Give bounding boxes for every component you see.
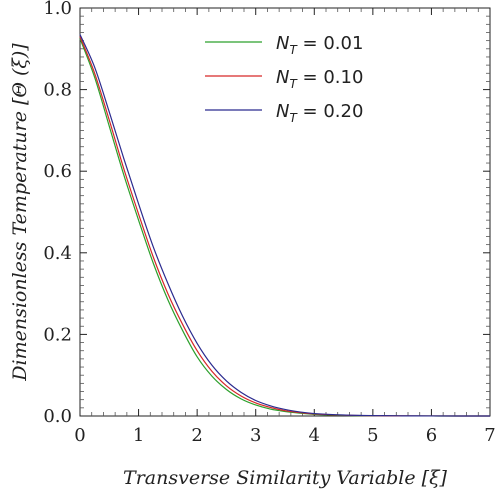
series-line-2 [79,36,491,417]
legend-var: N [276,67,289,88]
y-tick-label: 0.4 [43,243,72,264]
legend-subscript: T [289,77,298,91]
y-tick-label: 0.8 [43,80,72,101]
legend-value: = 0.10 [297,67,364,88]
x-tick-label: 7 [484,425,495,446]
legend-label-1: NT = 0.01 [276,33,363,57]
legend-value: = 0.01 [297,33,364,54]
x-axis-title: Transverse Similarity Variable [ξ] [123,467,448,489]
x-tick-label: 3 [250,425,261,446]
legend-subscript: T [289,111,298,125]
x-tick-label: 2 [191,425,202,446]
y-tick-label: 0.2 [43,324,72,345]
y-tick-label: 0.6 [43,161,72,182]
legend-label-3: NT = 0.20 [276,101,363,125]
y-axis-title: Dimensionless Temperature [Θ (ξ)] [9,43,31,382]
x-tick-label: 0 [74,425,85,446]
legend-label-2: NT = 0.10 [276,67,363,91]
series-line-3 [79,34,491,417]
x-tick-label: 6 [426,425,437,446]
x-tick-label: 5 [367,425,378,446]
x-tick-label: 4 [309,425,320,446]
series-line-1 [79,38,491,417]
legend-subscript: T [289,43,298,57]
y-tick-label: 0.0 [43,406,72,427]
legend-value: = 0.20 [297,101,364,122]
x-tick-label: 1 [133,425,144,446]
axis-ticks: 0 1 2 3 4 5 6 7 0.0 0.2 0.4 0.6 0.8 1.0 [43,0,495,446]
legend-var: N [276,101,289,122]
legend-var: N [276,33,289,54]
series-lines [79,34,491,417]
y-tick-label: 1.0 [43,0,72,19]
